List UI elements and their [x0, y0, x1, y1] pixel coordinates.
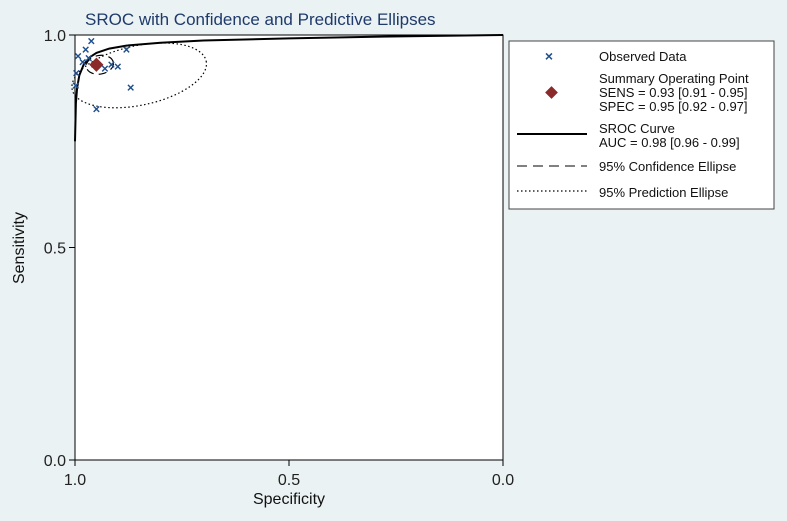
plot-background	[74, 34, 504, 461]
x-axis-label: Specificity	[253, 491, 325, 508]
legend-summary-sens: SENS = 0.93 [0.91 - 0.95]	[599, 85, 748, 100]
sroc-curve	[74, 34, 504, 142]
y-tick-label: 0.5	[44, 241, 66, 258]
prediction-ellipse-layer	[71, 42, 208, 109]
observed-point: ×	[127, 80, 135, 95]
legend-summary-spec: SPEC = 0.95 [0.92 - 0.97]	[599, 99, 748, 114]
x-tick-label: 0.5	[278, 472, 300, 489]
legend-sroc-auc: AUC = 0.98 [0.96 - 0.99]	[599, 135, 740, 150]
sroc-curve-layer	[74, 34, 504, 142]
legend-box	[508, 40, 775, 210]
prediction-ellipse	[71, 42, 208, 109]
observed-point: ×	[101, 61, 109, 76]
observed-point: ×	[114, 59, 122, 74]
y-tick-label: 1.0	[44, 28, 66, 45]
observed-point: ×	[108, 57, 116, 72]
axis-ticks: 1.0 0.5 0.0 0.0 0.5 1.0	[44, 28, 514, 489]
legend-summary-title: Summary Operating Point	[599, 71, 749, 86]
legend-observed-label: Observed Data	[599, 49, 687, 64]
observed-point: ×	[87, 33, 95, 48]
observed-point: ×	[74, 48, 82, 63]
observed-point: ×	[123, 42, 131, 57]
observed-point: ×	[72, 65, 80, 80]
x-tick-label: 0.0	[492, 472, 514, 489]
legend-sroc-title: SROC Curve	[599, 121, 675, 136]
legend-prediction-label: 95% Prediction Ellipse	[599, 185, 728, 200]
plot-area: 1.00.50.00.00.51.0 ××××××××××××××	[44, 28, 514, 489]
chart-title: SROC with Confidence and Predictive Elli…	[85, 10, 436, 29]
observed-point: ×	[85, 50, 93, 65]
observed-point: ×	[82, 42, 90, 57]
x-tick-label: 1.0	[64, 472, 86, 489]
legend-confidence-label: 95% Confidence Ellipse	[599, 159, 736, 174]
y-axis-label: Sensitivity	[11, 212, 28, 284]
observed-point: ×	[72, 78, 80, 93]
confidence-ellipse-layer	[85, 54, 115, 75]
legend: × Observed Data Summary Operating Point …	[508, 40, 775, 210]
observed-point: ×	[79, 55, 87, 70]
confidence-ellipse	[85, 54, 115, 75]
legend-observed-marker: ×	[545, 48, 553, 64]
observed-point: ×	[93, 101, 101, 116]
y-tick-label: 0.0	[44, 453, 66, 470]
